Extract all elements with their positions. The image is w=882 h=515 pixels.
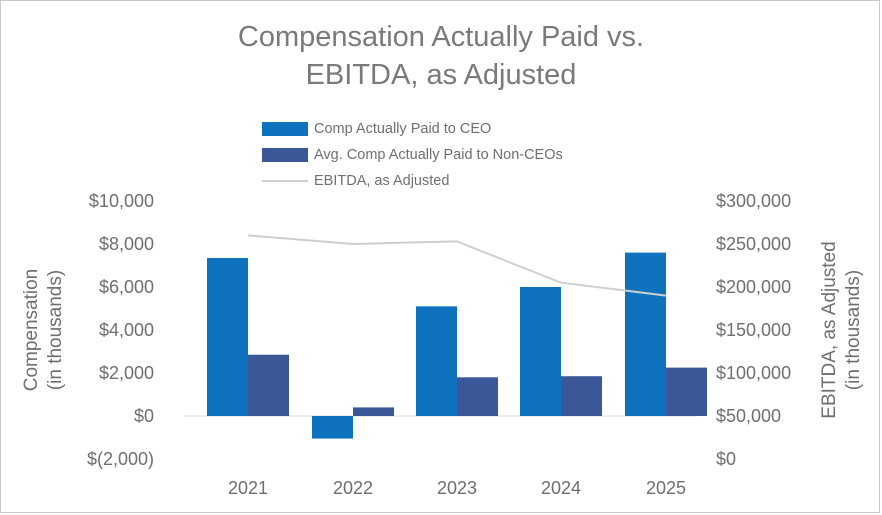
x-tick-label: 2021 — [228, 478, 268, 498]
legend-swatch-non-ceo — [262, 148, 308, 162]
bar-non-ceo-2021 — [248, 354, 289, 416]
x-tick-label: 2022 — [333, 478, 373, 498]
bar-non-ceo-2023 — [457, 377, 498, 416]
left-tick-label: $4,000 — [99, 320, 154, 340]
right-tick-label: $200,000 — [716, 277, 791, 297]
legend-label-non-ceo: Avg. Comp Actually Paid to Non-CEOs — [314, 147, 563, 163]
right-tick-label: $50,000 — [716, 406, 781, 426]
legend-item-ceo: Comp Actually Paid to CEO — [262, 116, 563, 142]
left-tick-label: $6,000 — [99, 277, 154, 297]
bar-ceo-2024 — [520, 287, 561, 416]
right-tick-label: $150,000 — [716, 320, 791, 340]
x-tick-label: 2025 — [646, 478, 686, 498]
left-tick-label: $(2,000) — [87, 449, 154, 469]
bar-ceo-2022 — [312, 416, 353, 439]
bar-non-ceo-2022 — [353, 407, 394, 416]
bar-ceo-2021 — [207, 257, 248, 416]
right-tick-label: $250,000 — [716, 234, 791, 254]
bar-non-ceo-2025 — [666, 367, 707, 416]
bar-ceo-2023 — [416, 306, 457, 416]
right-tick-label: $0 — [716, 449, 736, 469]
chart-title-line-1: Compensation Actually Paid vs. — [237, 21, 645, 53]
legend-swatch-ceo — [262, 122, 308, 136]
left-tick-label: $0 — [134, 406, 154, 426]
legend-label-ebitda: EBITDA, as Adjusted — [314, 173, 450, 189]
legend-label-ceo: Comp Actually Paid to CEO — [314, 121, 492, 137]
legend-swatch-ebitda — [262, 180, 308, 182]
left-tick-label: $2,000 — [99, 363, 154, 383]
right-tick-label: $300,000 — [716, 191, 791, 211]
bar-ceo-2025 — [625, 252, 666, 416]
legend-item-ebitda: EBITDA, as Adjusted — [262, 168, 563, 194]
left-tick-label: $8,000 — [99, 234, 154, 254]
bar-non-ceo-2024 — [561, 376, 602, 416]
chart-title-line-2: EBITDA, as Adjusted — [305, 59, 577, 91]
x-tick-label: 2023 — [437, 478, 477, 498]
legend-item-non-ceo: Avg. Comp Actually Paid to Non-CEOs — [262, 142, 563, 168]
chart-legend: Comp Actually Paid to CEO Avg. Comp Actu… — [262, 116, 563, 194]
chart-title: Compensation Actually Paid vs. EBITDA, a… — [0, 18, 882, 94]
line-ebitda — [247, 234, 667, 297]
right-tick-label: $100,000 — [716, 363, 791, 383]
left-tick-label: $10,000 — [89, 191, 154, 211]
x-tick-label: 2024 — [541, 478, 581, 498]
